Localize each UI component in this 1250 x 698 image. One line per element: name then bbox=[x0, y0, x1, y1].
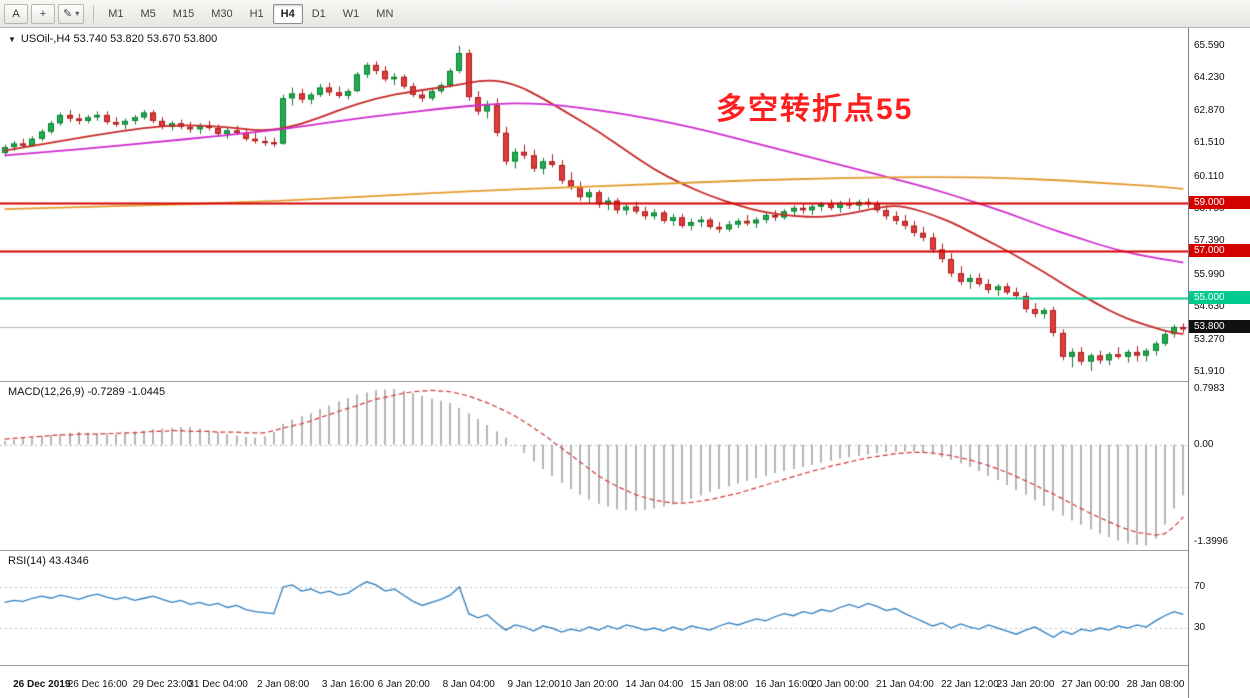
time-label: 2 Jan 08:00 bbox=[256, 679, 310, 690]
time-label: 16 Jan 16:00 bbox=[755, 679, 814, 690]
rsi-panel-canvas[interactable] bbox=[0, 551, 1188, 664]
macd-indicator-label: MACD(12,26,9) -0.7289 -1.0445 bbox=[8, 386, 166, 398]
panel-divider-macd-rsi[interactable] bbox=[0, 550, 1250, 551]
time-label: 23 Jan 20:00 bbox=[996, 679, 1055, 690]
price-tick: 62.870 bbox=[1194, 104, 1225, 116]
price-tick: 55.990 bbox=[1194, 268, 1225, 280]
time-label: 15 Jan 08:00 bbox=[690, 679, 749, 690]
panel-divider-main-macd[interactable] bbox=[0, 381, 1250, 382]
timeframe-button-m5[interactable]: M5 bbox=[140, 7, 156, 20]
crosshair-tool-button[interactable]: + bbox=[31, 3, 55, 24]
rsi-indicator-label: RSI(14) 43.4346 bbox=[8, 555, 89, 567]
level-price-badge: 55.000 bbox=[1189, 291, 1250, 305]
main-chart-canvas[interactable] bbox=[0, 28, 1188, 381]
bid-price-badge: 53.800 bbox=[1189, 319, 1250, 333]
crosshair-tool-icon: + bbox=[39, 7, 47, 20]
level-price-badge: 57.000 bbox=[1189, 243, 1250, 257]
price-tick: 64.230 bbox=[1194, 72, 1225, 84]
time-label: 3 Jan 16:00 bbox=[321, 679, 375, 690]
price-tick: 54.630 bbox=[1194, 301, 1225, 313]
price-tick: 70 bbox=[1194, 580, 1206, 592]
time-label: 29 Dec 23:00 bbox=[132, 679, 193, 690]
price-tick: 51.910 bbox=[1194, 365, 1225, 377]
cursor-tool-button[interactable]: A bbox=[4, 3, 28, 24]
price-tick: 61.510 bbox=[1194, 137, 1225, 149]
toolbar-left-buttons: A + ✎ ▾ bbox=[4, 3, 87, 24]
time-label: 27 Jan 00:00 bbox=[1061, 679, 1120, 690]
time-label: 22 Jan 12:00 bbox=[940, 679, 999, 690]
time-label: 20 Jan 00:00 bbox=[811, 679, 869, 690]
timeframe-button-d1[interactable]: D1 bbox=[311, 7, 326, 20]
draw-tools-button[interactable]: ✎ ▾ bbox=[58, 3, 85, 24]
timeframe-buttons: M1 M5 M15 M30 H1 H4 D1 W1 MN bbox=[100, 3, 402, 24]
level-price-badge: 59.000 bbox=[1189, 196, 1250, 210]
symbol-ohlc-label: ▼ USOil-,H4 53.740 53.820 53.670 53.800 bbox=[8, 33, 217, 45]
price-tick: 65.590 bbox=[1194, 40, 1225, 52]
time-label: 26 Dec 16:00 bbox=[67, 679, 128, 690]
price-tick: 30 bbox=[1194, 622, 1206, 634]
time-label: 14 Jan 04:00 bbox=[625, 679, 684, 690]
price-axis[interactable]: 65.59064.23062.87061.51060.11058.75057.3… bbox=[1188, 28, 1250, 698]
time-label: 31 Dec 04:00 bbox=[188, 679, 248, 690]
timeframe-button-h1[interactable]: H1 bbox=[249, 7, 264, 20]
symbol-dropdown-icon[interactable]: ▼ bbox=[8, 34, 16, 44]
panel-divider-rsi-time[interactable] bbox=[0, 665, 1250, 666]
time-axis[interactable]: 26 Dec 2019 26 Dec 16:00 29 Dec 23:00 31 De… bbox=[0, 666, 1188, 698]
symbol-ohlc-text: USOil-,H4 53.740 53.820 53.670 53.800 bbox=[20, 33, 218, 45]
time-label: 8 Jan 04:00 bbox=[442, 679, 495, 690]
toolbar: A + ✎ ▾ M1 M5 M15 M30 H1 H4 D1 W1 MN bbox=[0, 0, 1250, 28]
price-tick: 60.110 bbox=[1194, 170, 1224, 182]
chevron-down-icon: ▾ bbox=[75, 9, 80, 18]
time-label: 26 Dec 2019 bbox=[13, 679, 71, 690]
toolbar-separator bbox=[93, 4, 95, 23]
price-tick: -1.3996 bbox=[1194, 536, 1228, 547]
time-label: 21 Jan 04:00 bbox=[876, 679, 934, 690]
timeframe-button-h4[interactable]: H4 bbox=[272, 3, 303, 24]
timeframe-button-w1[interactable]: W1 bbox=[342, 7, 360, 20]
time-label: 10 Jan 20:00 bbox=[560, 679, 619, 690]
price-tick: 0.00 bbox=[1194, 438, 1214, 450]
price-tick: 0.7983 bbox=[1194, 383, 1225, 395]
price-tick: 57.390 bbox=[1194, 235, 1225, 247]
price-tick: 53.270 bbox=[1194, 333, 1225, 345]
timeframe-button-mn[interactable]: MN bbox=[376, 7, 394, 20]
time-label: 28 Jan 08:00 bbox=[1126, 679, 1185, 690]
timeframe-button-m30[interactable]: M30 bbox=[211, 7, 233, 20]
macd-panel-canvas[interactable] bbox=[0, 382, 1188, 549]
timeframe-button-m15[interactable]: M15 bbox=[172, 7, 195, 20]
draw-tools-icon: ✎ bbox=[63, 8, 73, 20]
cursor-tool-label: A bbox=[12, 7, 20, 20]
chart-annotation-text: 多空转折点55 bbox=[716, 93, 914, 126]
timeframe-button-m1[interactable]: M1 bbox=[108, 7, 124, 20]
time-label: 9 Jan 12:00 bbox=[507, 679, 560, 690]
time-label: 6 Jan 20:00 bbox=[377, 679, 430, 690]
